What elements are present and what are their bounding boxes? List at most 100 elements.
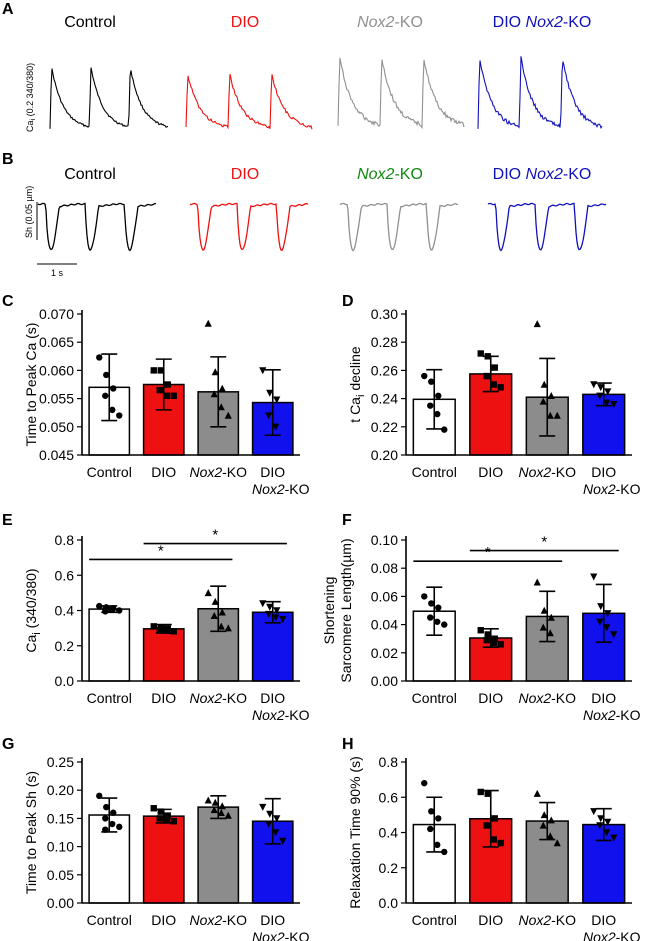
y-tick-label: 0.050 bbox=[39, 419, 74, 435]
y-tick-label: 0.00 bbox=[371, 673, 398, 689]
data-point bbox=[116, 823, 123, 831]
data-point bbox=[540, 606, 548, 614]
data-point bbox=[553, 411, 561, 419]
y-tick-label: 0.2 bbox=[55, 638, 75, 654]
bar bbox=[142, 628, 185, 682]
significance-star: * bbox=[485, 544, 491, 561]
data-point bbox=[204, 796, 212, 804]
x-tick-label: Control bbox=[412, 912, 457, 928]
y-tick-label: 0.15 bbox=[47, 810, 74, 826]
data-point bbox=[266, 603, 274, 611]
time-scale-label: 1 s bbox=[51, 268, 64, 278]
group-label: DIO bbox=[231, 14, 259, 31]
bar-chart-g: G 0.00 0.05 0.10 0.15 0.20 0.25 Time to Peak Sh… bbox=[2, 736, 310, 941]
data-point bbox=[597, 603, 605, 611]
y-tick-label: 0.04 bbox=[371, 617, 398, 633]
data-point bbox=[596, 392, 604, 400]
data-point bbox=[490, 836, 497, 843]
x-tick-label: DIO bbox=[151, 464, 176, 480]
group-label: DIO bbox=[231, 166, 259, 183]
data-point bbox=[427, 402, 434, 409]
bar bbox=[197, 806, 240, 904]
data-point bbox=[477, 788, 484, 796]
data-point bbox=[265, 412, 273, 420]
data-point bbox=[163, 627, 170, 634]
x-tick-label: Control bbox=[412, 690, 457, 706]
x-tick-label: DIO bbox=[478, 912, 503, 928]
y-tick-label: 0.8 bbox=[55, 532, 75, 548]
x-tick-label: Nox2-KO bbox=[189, 912, 247, 928]
data-point bbox=[273, 815, 281, 823]
panel-letter: H bbox=[342, 736, 354, 753]
panel-b-shortening-traces: B Control DIO Nox2-KO DIO Nox2-KO Sh (0.05 … bbox=[2, 151, 607, 278]
y-tick-label: 0.055 bbox=[39, 391, 74, 407]
data-point bbox=[483, 636, 490, 644]
x-tick-label: Control bbox=[412, 464, 457, 480]
data-point bbox=[102, 815, 109, 822]
data-point bbox=[428, 808, 435, 815]
data-point bbox=[596, 618, 604, 626]
data-point bbox=[103, 803, 110, 811]
trace-scale-label: Sh (0.05 µm) bbox=[24, 186, 34, 238]
trace-scale-label: Cai (0.2 340/380) bbox=[25, 63, 37, 132]
panel-letter: F bbox=[342, 512, 352, 529]
bar bbox=[525, 615, 569, 682]
group-label: DIO Nox2-KO bbox=[493, 14, 592, 31]
data-point bbox=[156, 815, 163, 822]
y-tick-label: 0.20 bbox=[47, 782, 74, 798]
shortening-trace bbox=[37, 202, 157, 252]
x-tick-label: Nox2-KO bbox=[583, 481, 641, 497]
y-tick-label: 0.070 bbox=[39, 306, 74, 322]
data-point bbox=[604, 610, 612, 618]
data-point bbox=[273, 607, 281, 615]
data-point bbox=[224, 411, 232, 419]
data-point bbox=[109, 606, 116, 613]
y-tick-label: 0.22 bbox=[371, 419, 398, 435]
data-point bbox=[533, 578, 541, 586]
x-tick-label: Control bbox=[87, 690, 132, 706]
data-point bbox=[441, 621, 448, 628]
y-axis-label: Time to Peak Ca (s) bbox=[23, 323, 39, 447]
data-point bbox=[427, 614, 434, 621]
data-point bbox=[150, 367, 157, 374]
x-tick-label: DIO bbox=[478, 464, 503, 480]
y-tick-label: 0.10 bbox=[47, 839, 74, 855]
y-tick-label: 0.24 bbox=[371, 391, 398, 407]
data-point bbox=[164, 812, 171, 819]
data-point bbox=[477, 627, 484, 634]
y-axis-label: t Cai decline bbox=[347, 346, 367, 423]
y-axis-label: Shortening bbox=[321, 577, 337, 645]
data-point bbox=[477, 350, 484, 357]
data-point bbox=[435, 604, 442, 611]
data-point bbox=[116, 412, 123, 419]
x-tick-label: Nox2-KO bbox=[252, 929, 310, 941]
data-point bbox=[603, 829, 611, 837]
data-point bbox=[428, 600, 435, 607]
x-tick-label: Nox2-KO bbox=[252, 481, 310, 497]
data-point bbox=[491, 364, 498, 371]
data-point bbox=[102, 608, 109, 615]
group-label: DIO Nox2-KO bbox=[493, 166, 592, 183]
data-point bbox=[259, 803, 267, 811]
data-point bbox=[210, 611, 218, 619]
x-tick-label: DIO bbox=[151, 690, 176, 706]
data-point bbox=[421, 372, 428, 380]
data-point bbox=[210, 390, 218, 398]
data-point bbox=[483, 372, 490, 380]
panel-letter: G bbox=[2, 736, 14, 753]
data-point bbox=[491, 815, 498, 822]
data-point bbox=[204, 319, 212, 327]
shortening-trace bbox=[487, 202, 607, 252]
y-tick-label: 0.20 bbox=[371, 447, 398, 463]
calcium-trace bbox=[337, 57, 465, 130]
data-point bbox=[434, 618, 441, 625]
data-point bbox=[547, 613, 555, 621]
significance-star: * bbox=[158, 542, 164, 559]
data-point bbox=[211, 597, 219, 605]
bar bbox=[88, 608, 131, 682]
data-point bbox=[170, 392, 177, 399]
data-point bbox=[110, 385, 117, 392]
y-axis-label: Cai (340/380) bbox=[23, 568, 43, 652]
data-point bbox=[590, 381, 598, 389]
